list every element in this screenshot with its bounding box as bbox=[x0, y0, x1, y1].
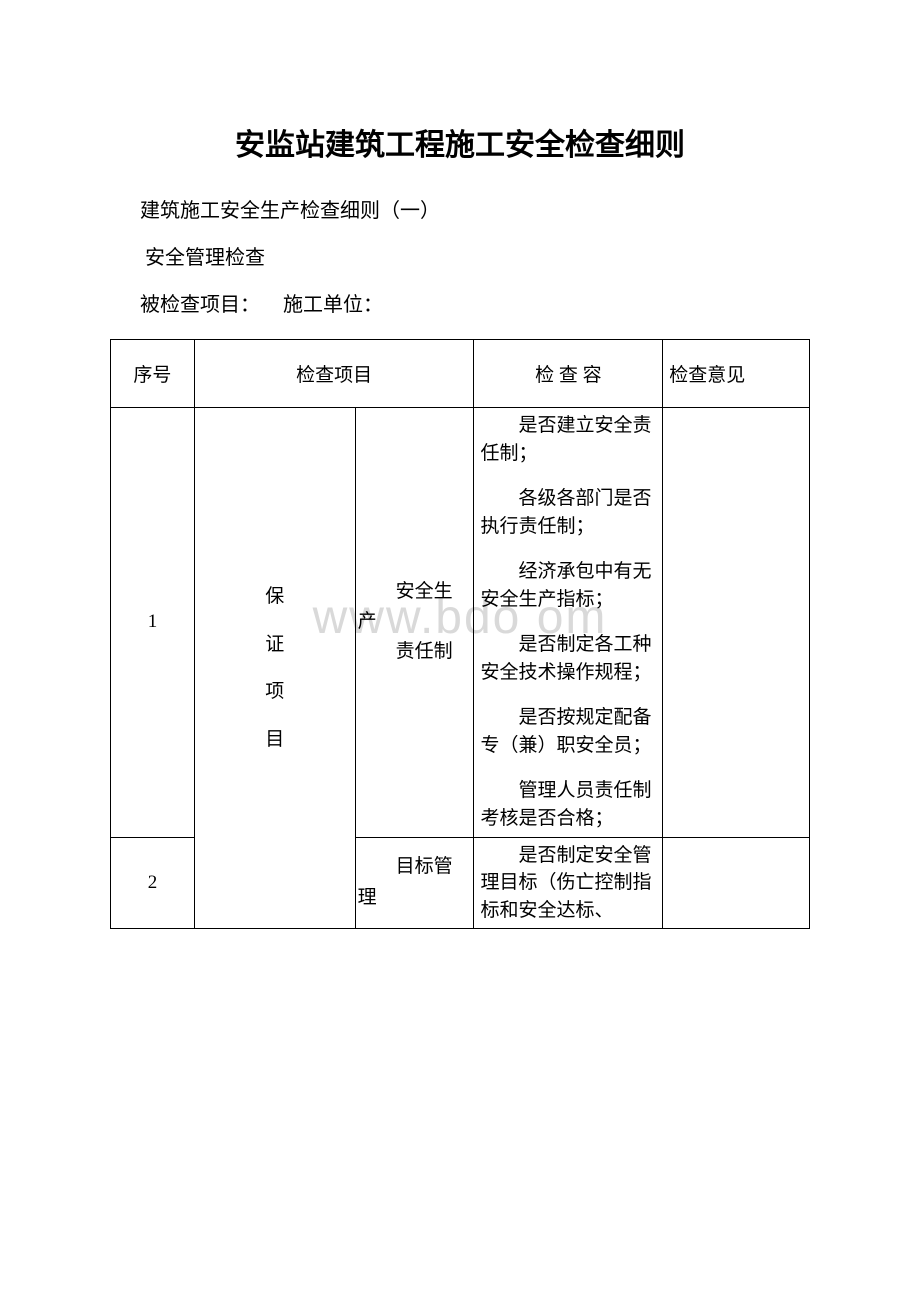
content-item: 经济承包中有无安全生产指标； bbox=[476, 558, 660, 613]
document-title: 安监站建筑工程施工安全检查细则 bbox=[110, 120, 810, 164]
item-char: 项 bbox=[197, 668, 353, 716]
seq-cell-1: 1 bbox=[111, 408, 195, 838]
content-item: 是否制定安全管理目标（伤亡控制指标和安全达标、 bbox=[476, 842, 660, 925]
content-item: 是否制定各工种安全技术操作规程； bbox=[476, 631, 660, 686]
content-item: 各级各部门是否执行责任制； bbox=[476, 485, 660, 540]
content-cell-1: 是否建立安全责任制； 各级各部门是否执行责任制； 经济承包中有无安全生产指标； … bbox=[474, 408, 663, 838]
header-item: 检查项目 bbox=[194, 340, 474, 408]
header-seq: 序号 bbox=[111, 340, 195, 408]
construction-unit-label: 施工单位： bbox=[283, 288, 383, 317]
form-line: 被检查项目： 施工单位： bbox=[110, 288, 810, 317]
sub-item-line: 安全生 bbox=[358, 577, 472, 607]
content-item: 是否建立安全责任制； bbox=[476, 412, 660, 467]
inspected-project-label: 被检查项目： bbox=[140, 288, 260, 317]
header-opinion: 检查意见 bbox=[663, 340, 810, 408]
sub-item-line: 理 bbox=[358, 883, 472, 913]
sub-item-target-mgmt: 目标管 理 bbox=[355, 837, 474, 929]
content-item: 是否按规定配备专（兼）职安全员； bbox=[476, 704, 660, 759]
item-char: 证 bbox=[197, 621, 353, 669]
sub-item-line: 目标管 bbox=[358, 852, 472, 882]
subtitle: 建筑施工安全生产检查细则（一） bbox=[110, 194, 810, 223]
content-cell-2: 是否制定安全管理目标（伤亡控制指标和安全达标、 bbox=[474, 837, 663, 929]
item-cell-guarantee: 保 证 项 目 bbox=[194, 408, 355, 929]
item-char: 目 bbox=[197, 716, 353, 764]
table-header-row: 序号 检查项目 检 查 容 检查意见 bbox=[111, 340, 810, 408]
opinion-cell-2 bbox=[663, 837, 810, 929]
sub-item-safety-responsibility: 安全生 产 责任制 bbox=[355, 408, 474, 838]
content-item: 管理人员责任制考核是否合格； bbox=[476, 777, 660, 832]
section-name: 安全管理检查 bbox=[110, 241, 810, 270]
opinion-cell-1 bbox=[663, 408, 810, 838]
item-char: 保 bbox=[197, 573, 353, 621]
table-row: 1 保 证 项 目 安全生 产 责任制 是否建立安全责任制； 各级各部门是否执行… bbox=[111, 408, 810, 838]
seq-cell-2: 2 bbox=[111, 837, 195, 929]
sub-item-line: 产 bbox=[358, 607, 472, 637]
inspection-table: 序号 检查项目 检 查 容 检查意见 1 保 证 项 目 安全生 产 责任制 bbox=[110, 339, 810, 929]
sub-item-line: 责任制 bbox=[358, 637, 472, 667]
header-content: 检 查 容 bbox=[474, 340, 663, 408]
